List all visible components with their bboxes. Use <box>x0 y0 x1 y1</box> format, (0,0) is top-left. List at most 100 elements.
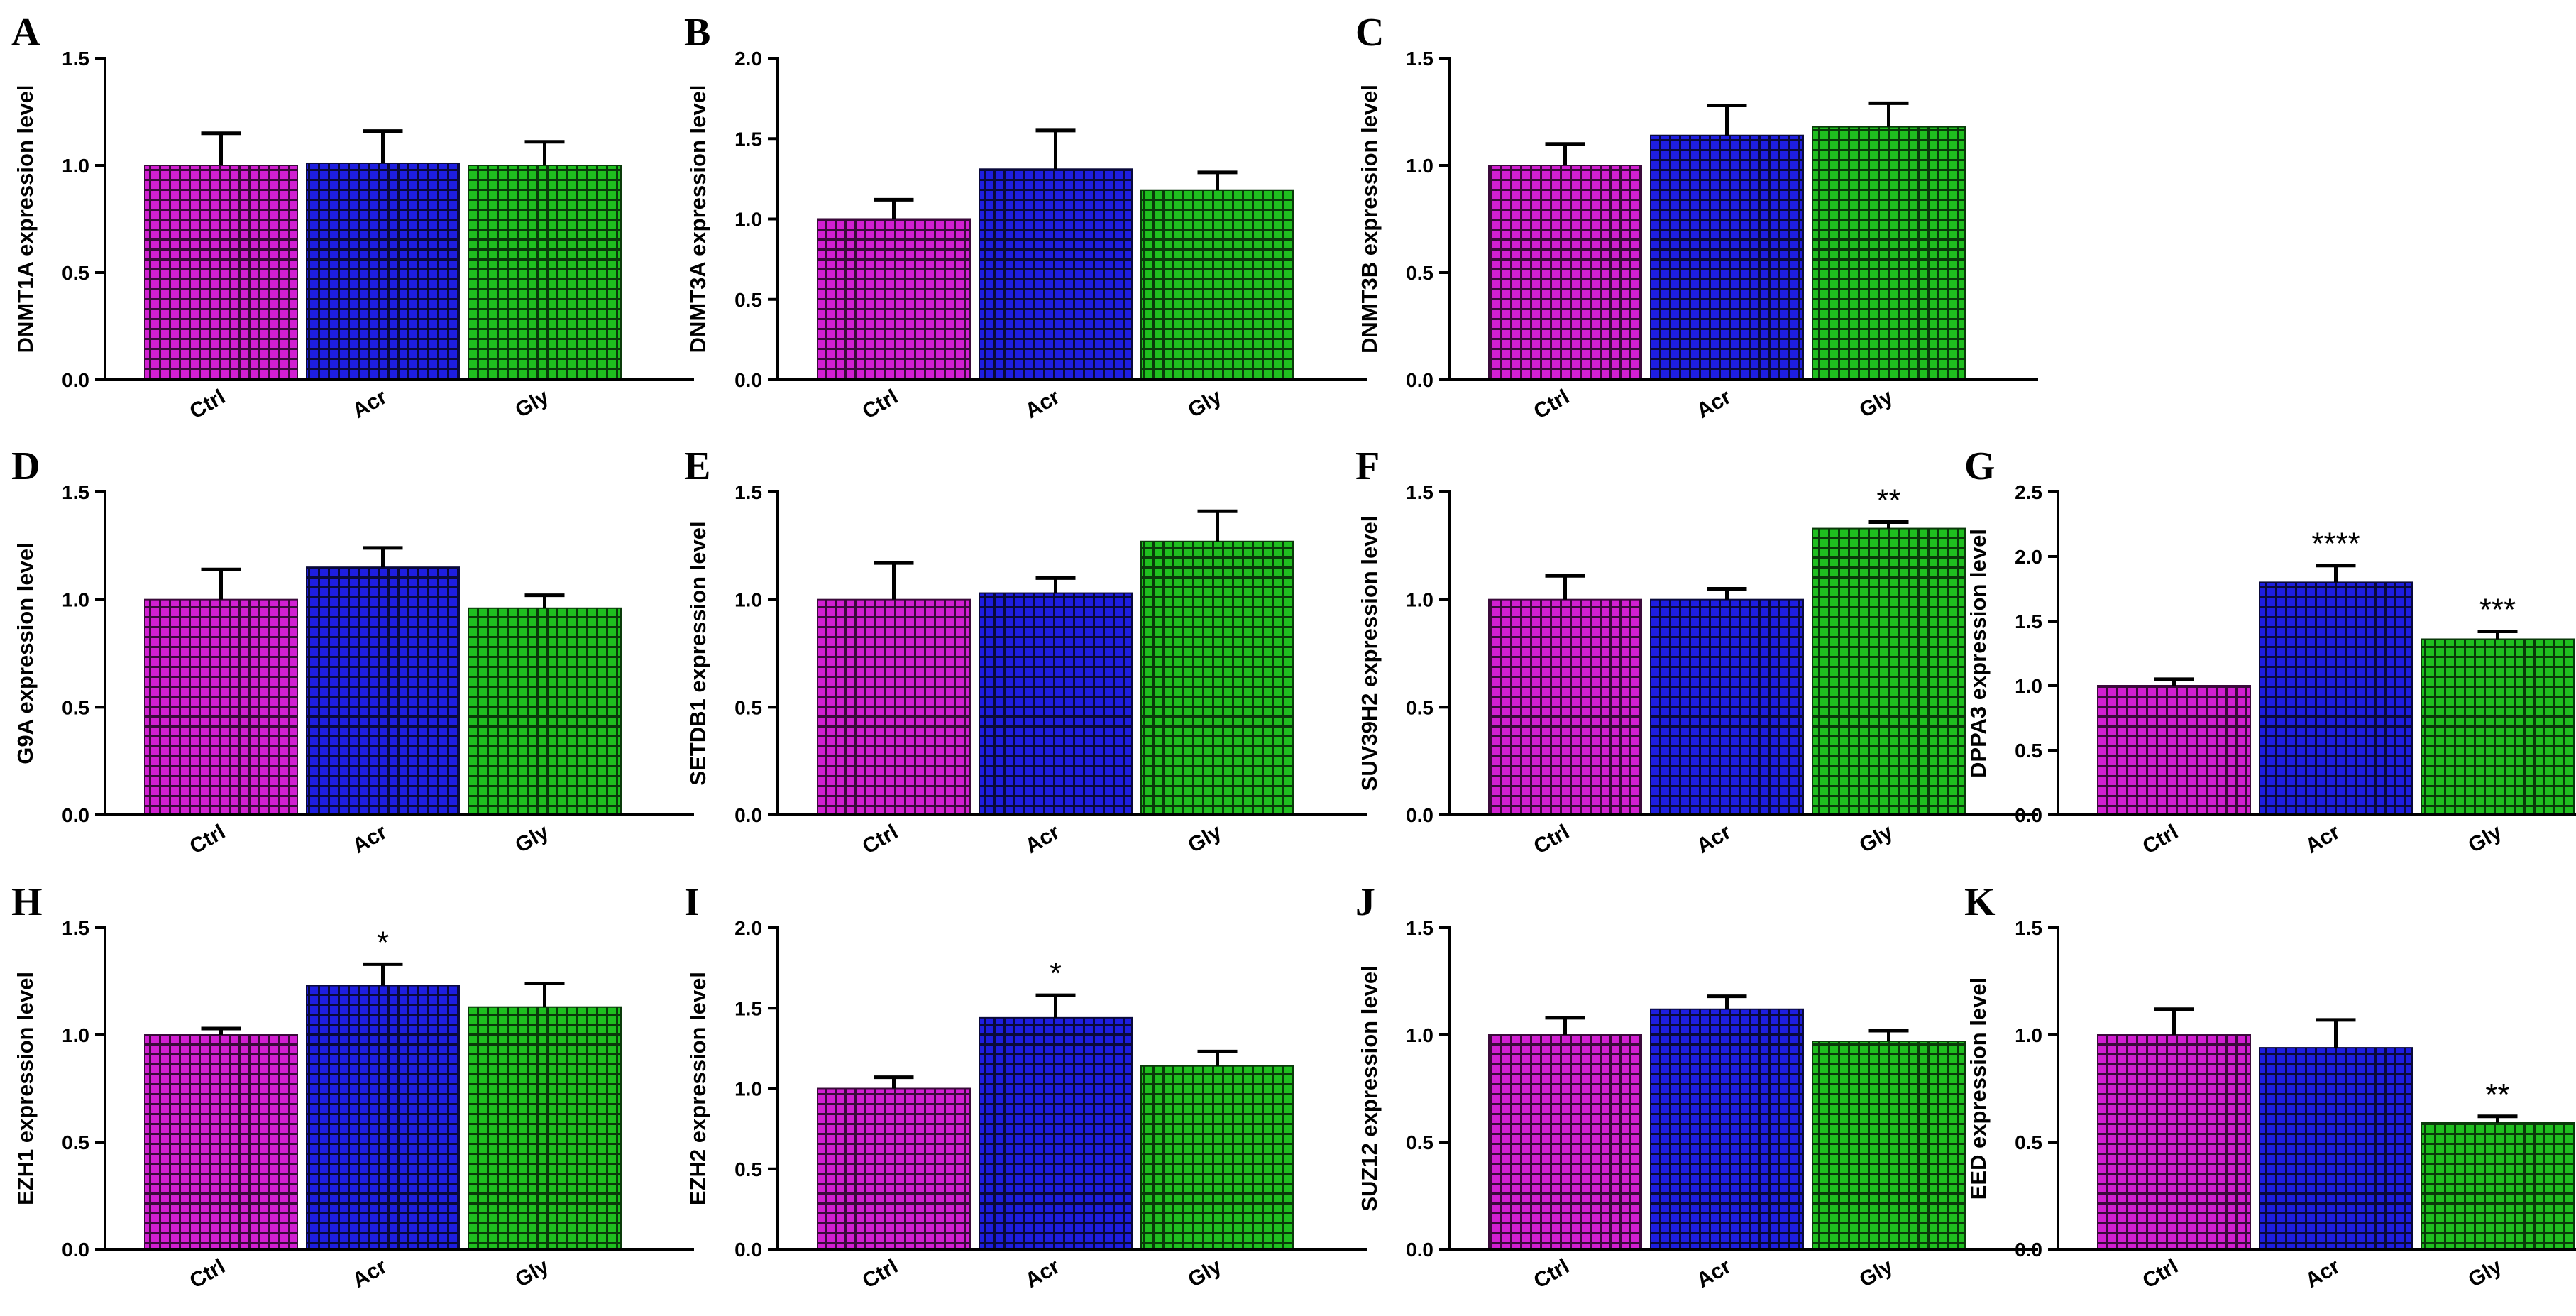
y-tick-label-j-0: 0.0 <box>1406 1239 1433 1261</box>
y-tick-label-d-1: 0.5 <box>62 696 89 718</box>
panel-f: F SUV39H2 expression level Ctrl Acr ** Gly 0.0… <box>1355 444 2038 859</box>
panel-k: K EED expression level Ctrl Acr ** Gly 0.0 0.5 1… <box>1964 880 2576 1293</box>
bar-a-acr <box>306 162 460 380</box>
x-tick-label-c-ctrl: Ctrl <box>1530 385 1573 423</box>
bar-b-acr <box>979 168 1133 380</box>
bar-e-acr <box>979 592 1133 816</box>
y-tick-label-f-0: 0.0 <box>1406 804 1433 826</box>
y-tick-label-k-1: 0.5 <box>2015 1131 2042 1153</box>
y-tick-label-f-1: 0.5 <box>1406 696 1433 718</box>
significance-g-acr: **** <box>2311 527 2360 561</box>
y-tick-label-i-2: 1.0 <box>734 1078 762 1100</box>
x-tick-label-b-gly: Gly <box>1184 385 1226 422</box>
y-axis-label-d: G9A expression level <box>13 542 38 764</box>
bar-d-gly <box>468 607 622 816</box>
bar-e-ctrl <box>817 598 971 816</box>
y-tick-label-e-0: 0.0 <box>734 804 762 826</box>
y-axis-label-b: DNMT3A expression level <box>686 85 710 353</box>
y-axis-label-a: DNMT1A expression level <box>13 85 38 353</box>
bar-a-gly <box>468 165 622 380</box>
y-tick-label-g-1: 0.5 <box>2015 740 2042 762</box>
bar-f-ctrl <box>1488 598 1642 816</box>
x-tick-label-d-ctrl: Ctrl <box>186 820 229 858</box>
y-tick-label-b-4: 2.0 <box>734 48 762 70</box>
significance-k-gly: ** <box>2485 1078 2509 1112</box>
y-axis-label-h: EZH1 expression level <box>13 972 38 1205</box>
bar-f-acr <box>1650 598 1804 816</box>
x-tick-label-a-ctrl: Ctrl <box>186 385 229 423</box>
bar-j-ctrl <box>1488 1034 1642 1250</box>
panel-letter-a: A <box>11 11 40 55</box>
bar-j-acr <box>1650 1008 1804 1250</box>
y-tick-label-d-3: 1.5 <box>62 481 89 503</box>
x-tick-label-j-gly: Gly <box>1856 1254 1898 1292</box>
panel-letter-k: K <box>1964 880 1996 924</box>
y-tick-label-d-2: 1.0 <box>62 589 89 611</box>
y-tick-label-i-0: 0.0 <box>734 1239 762 1261</box>
y-tick-label-j-2: 1.0 <box>1406 1024 1433 1046</box>
panel-letter-c: C <box>1355 11 1384 55</box>
bar-h-ctrl <box>144 1034 298 1250</box>
bar-j-gly <box>1812 1041 1966 1251</box>
y-tick-label-d-0: 0.0 <box>62 804 89 826</box>
x-tick-label-f-ctrl: Ctrl <box>1530 820 1573 858</box>
significance-g-gly: *** <box>2479 593 2516 627</box>
panel-letter-j: J <box>1355 880 1375 924</box>
y-axis-label-e: SETDB1 expression level <box>686 521 710 785</box>
y-tick-label-a-0: 0.0 <box>62 369 89 391</box>
x-tick-label-g-ctrl: Ctrl <box>2139 820 2182 858</box>
y-tick-label-b-3: 1.5 <box>734 128 762 150</box>
panel-letter-b: B <box>684 11 710 55</box>
y-tick-label-h-1: 0.5 <box>62 1131 89 1153</box>
bar-c-acr <box>1650 134 1804 380</box>
x-tick-label-d-acr: Acr <box>348 820 391 858</box>
bar-g-gly <box>2421 638 2575 816</box>
y-tick-label-c-2: 1.0 <box>1406 155 1433 177</box>
panel-h: H EZH1 expression level Ctrl * Acr Gly 0.0 0.5 1… <box>11 880 694 1293</box>
y-tick-label-a-1: 0.5 <box>62 262 89 284</box>
x-tick-label-j-acr: Acr <box>1692 1254 1735 1293</box>
bar-e-gly <box>1140 540 1294 816</box>
y-axis-label-f: SUV39H2 expression level <box>1357 516 1382 791</box>
bar-a-ctrl <box>144 165 298 380</box>
x-tick-label-c-gly: Gly <box>1856 385 1898 422</box>
y-tick-label-h-0: 0.0 <box>62 1239 89 1261</box>
y-tick-label-j-1: 0.5 <box>1406 1131 1433 1153</box>
x-tick-label-f-acr: Acr <box>1692 820 1735 858</box>
x-tick-label-i-gly: Gly <box>1184 1254 1226 1292</box>
bar-h-gly <box>468 1006 622 1250</box>
y-tick-label-g-4: 2.0 <box>2015 546 2042 568</box>
y-axis-label-k: EED expression level <box>1966 977 1991 1200</box>
y-tick-label-b-0: 0.0 <box>734 369 762 391</box>
y-tick-label-e-2: 1.0 <box>734 589 762 611</box>
y-tick-label-b-1: 0.5 <box>734 289 762 311</box>
panels-group: A DNMT1A expression level Ctrl Acr Gly 0.0 0.5… <box>11 11 2576 1293</box>
bar-b-gly <box>1140 189 1294 380</box>
x-tick-label-h-ctrl: Ctrl <box>186 1254 229 1293</box>
panel-letter-e: E <box>684 444 710 488</box>
y-tick-label-c-0: 0.0 <box>1406 369 1433 391</box>
x-tick-label-a-acr: Acr <box>348 385 391 423</box>
panel-letter-h: H <box>11 880 43 924</box>
y-tick-label-h-3: 1.5 <box>62 917 89 939</box>
bar-d-ctrl <box>144 598 298 816</box>
x-tick-label-g-gly: Gly <box>2465 820 2506 857</box>
x-tick-label-c-acr: Acr <box>1692 385 1735 423</box>
bar-k-acr <box>2259 1047 2413 1250</box>
x-tick-label-a-gly: Gly <box>512 385 554 422</box>
x-tick-label-f-gly: Gly <box>1856 820 1898 857</box>
bar-i-gly <box>1140 1065 1294 1251</box>
y-axis-label-c: DNMT3B expression level <box>1357 84 1382 353</box>
y-tick-label-e-3: 1.5 <box>734 481 762 503</box>
x-tick-label-i-ctrl: Ctrl <box>859 1254 902 1293</box>
significance-h-acr: * <box>377 925 389 960</box>
y-tick-label-g-3: 1.5 <box>2015 610 2042 632</box>
panel-j: J SUZ12 expression level Ctrl Acr Gly 0.0 0.5 1… <box>1355 880 2038 1293</box>
x-tick-label-h-gly: Gly <box>512 1254 554 1292</box>
bar-d-acr <box>306 566 460 816</box>
y-tick-label-j-3: 1.5 <box>1406 917 1433 939</box>
y-tick-label-f-3: 1.5 <box>1406 481 1433 503</box>
x-tick-label-b-ctrl: Ctrl <box>859 385 902 423</box>
x-tick-label-k-ctrl: Ctrl <box>2139 1254 2182 1293</box>
